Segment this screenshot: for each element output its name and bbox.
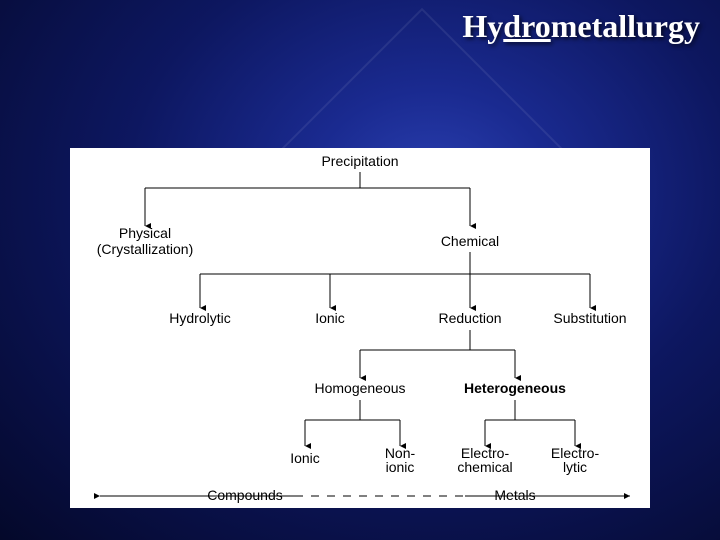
node-ionic: Ionic bbox=[315, 310, 345, 326]
node-compounds: Compounds bbox=[207, 487, 283, 503]
diagram-panel: Precipitation Physical(Crystallization) Ch… bbox=[70, 148, 650, 508]
node-nonionic2: ionic bbox=[386, 459, 415, 475]
node-electrolyt2: lytic bbox=[563, 459, 587, 475]
title-post: metallurgy bbox=[551, 8, 700, 44]
node-hydrolytic: Hydrolytic bbox=[169, 310, 230, 326]
node-physical2: (Crystallization) bbox=[97, 241, 193, 257]
node-substitution: Substitution bbox=[553, 310, 626, 326]
node-heterogeneous: Heterogeneous bbox=[464, 380, 566, 396]
node-metals: Metals bbox=[494, 487, 535, 503]
title-pre: Hy bbox=[462, 8, 503, 44]
diagram-svg: Precipitation Physical(Crystallization) Ch… bbox=[70, 148, 650, 508]
node-chemical: Chemical bbox=[441, 233, 499, 249]
node-h_ionic: Ionic bbox=[290, 450, 320, 466]
node-physical1: Physical bbox=[119, 225, 171, 241]
slide-title: Hydrometallurgy bbox=[0, 8, 700, 45]
node-root: Precipitation bbox=[321, 153, 398, 169]
node-reduction: Reduction bbox=[438, 310, 501, 326]
title-underlined: dro bbox=[503, 8, 550, 44]
node-homogeneous: Homogeneous bbox=[314, 380, 405, 396]
slide: Hydrometallurgy Precipitation Physical(Cr… bbox=[0, 0, 720, 540]
node-electrochem2: chemical bbox=[457, 459, 512, 475]
